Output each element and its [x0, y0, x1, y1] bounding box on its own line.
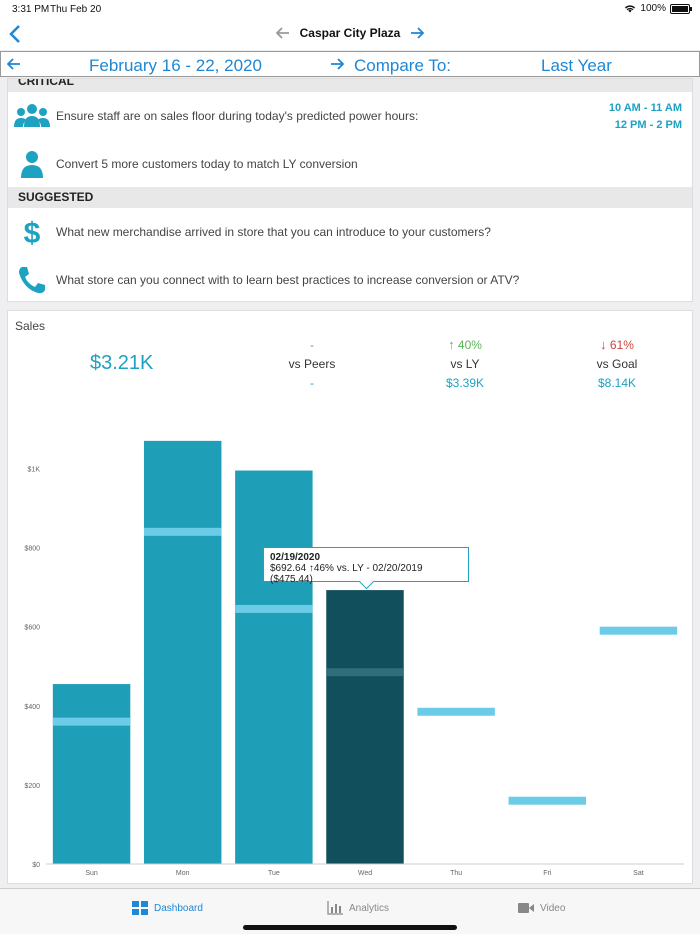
peers-value: - — [310, 376, 314, 390]
compare-to-label: Compare To: — [354, 56, 452, 75]
action-item-best-practices[interactable]: What store can you connect with to learn… — [8, 260, 692, 300]
ly-marker — [52, 717, 131, 726]
x-tick-label: Wed — [358, 870, 372, 877]
svg-text:$: $ — [24, 217, 41, 247]
nav-bar: Caspar City Plaza — [0, 18, 700, 50]
video-icon — [518, 903, 534, 913]
tab-label: Dashboard — [154, 902, 203, 914]
wifi-icon — [625, 5, 636, 13]
y-tick-label: $0 — [32, 862, 40, 869]
tab-analytics[interactable]: Analytics — [327, 901, 389, 915]
x-tick-label: Sun — [85, 870, 98, 877]
tooltip-date: 02/19/2020 — [270, 552, 321, 563]
power-hours-slots: 10 AM - 11 AM 12 PM - 2 PM — [609, 100, 682, 134]
status-date: Thu Feb 20 — [50, 4, 102, 15]
group-icon — [14, 104, 50, 127]
action-text: Ensure staff are on sales floor during t… — [56, 109, 419, 123]
tab-bar: Dashboard Analytics Video — [0, 888, 700, 934]
ly-value: $3.39K — [445, 376, 485, 390]
goal-value: $8.14K — [597, 376, 637, 390]
suggested-header: SUGGESTED — [8, 187, 692, 208]
x-tick-label: Fri — [543, 870, 552, 877]
tab-video[interactable]: Video — [518, 901, 565, 915]
store-title: Caspar City Plaza — [299, 26, 401, 40]
dashboard-icon — [132, 901, 148, 915]
tab-label: Video — [540, 902, 566, 914]
person-icon — [21, 151, 43, 178]
x-tick-label: Sat — [633, 870, 644, 877]
goal-change: ↓ 61% — [567, 336, 667, 354]
goal-label: vs Goal — [596, 357, 638, 371]
time-slot: 10 AM - 11 AM — [608, 102, 682, 114]
action-item-power-hours[interactable]: Ensure staff are on sales floor during t… — [8, 96, 692, 136]
ly-marker — [599, 626, 678, 635]
sales-title: Sales — [15, 319, 46, 333]
sales-bar[interactable] — [52, 684, 131, 864]
ly-marker — [143, 527, 222, 536]
ly-label: vs LY — [450, 357, 480, 371]
back-chevron-icon[interactable] — [8, 24, 22, 44]
battery-icon — [670, 3, 692, 14]
goal-percent: 61% — [609, 338, 634, 352]
x-tick-label: Tue — [268, 870, 280, 877]
down-arrow-icon: ↓ — [600, 337, 607, 352]
metric-vs-ly: ↑ 40% vs LY $3.39K — [415, 336, 515, 392]
y-tick-label: $600 — [24, 625, 40, 632]
prev-store-arrow-icon[interactable] — [275, 27, 290, 39]
status-time: 3:31 PM — [12, 4, 50, 15]
y-tick-label: $1K — [28, 467, 41, 474]
critical-header: CRITICAL — [8, 79, 692, 92]
ly-marker — [508, 796, 587, 805]
action-item-conversion[interactable]: Convert 5 more customers today to match … — [8, 144, 692, 184]
action-text: What new merchandise arrived in store th… — [56, 225, 491, 239]
peers-change: - — [310, 338, 314, 352]
y-tick-label: $800 — [24, 546, 40, 553]
date-range[interactable]: February 16 - 22, 2020 — [89, 56, 262, 75]
prev-week-arrow-icon[interactable] — [7, 58, 21, 70]
action-item-merchandise[interactable]: $ What new merchandise arrived in store … — [8, 212, 692, 252]
action-text: What store can you connect with to learn… — [56, 273, 520, 287]
metric-vs-peers: - vs Peers - — [262, 336, 362, 392]
analytics-icon — [327, 901, 343, 915]
ly-marker — [326, 668, 404, 677]
ly-change: ↑ 40% — [415, 336, 515, 354]
action-items-card: CRITICAL Ensure staff are on sales floor… — [7, 78, 693, 302]
next-week-arrow-icon[interactable] — [330, 58, 344, 70]
action-text: Convert 5 more customers today to match … — [56, 157, 358, 171]
ly-marker — [235, 604, 313, 613]
x-tick-label: Mon — [176, 870, 190, 877]
status-bar: 3:31 PM Thu Feb 20 100% — [0, 0, 700, 18]
y-tick-label: $400 — [24, 704, 40, 711]
sales-bar[interactable] — [326, 590, 404, 864]
tab-label: Analytics — [349, 902, 390, 914]
metric-vs-goal: ↓ 61% vs Goal $8.14K — [567, 336, 667, 392]
status-right: 100% — [624, 3, 692, 14]
peers-label: vs Peers — [288, 357, 336, 371]
dollar-icon: $ — [24, 217, 41, 247]
phone-icon — [19, 267, 45, 294]
sales-total: $3.21K — [90, 352, 154, 374]
chart-tooltip: 02/19/2020 $692.64 ↑46% vs. LY - 02/20/2… — [263, 547, 469, 585]
date-bar: February 16 - 22, 2020 Compare To: Last … — [0, 51, 700, 77]
ly-percent: 40% — [457, 338, 482, 352]
nav-title-group: Caspar City Plaza — [0, 26, 700, 40]
compare-to-select[interactable]: Last Year — [541, 56, 612, 75]
x-tick-label: Thu — [450, 870, 462, 877]
time-slot: 12 PM - 2 PM — [614, 119, 682, 131]
next-store-arrow-icon[interactable] — [410, 27, 425, 39]
battery-percent: 100% — [640, 3, 666, 14]
ly-marker — [417, 707, 495, 716]
sales-bar-chart[interactable]: $0 $200 $400 $600 $800 $1K Sun Mon Tue Wed Thu Fri S… — [8, 421, 692, 881]
tab-dashboard[interactable]: Dashboard — [132, 901, 203, 915]
y-tick-label: $200 — [24, 783, 40, 790]
sales-bar[interactable] — [235, 470, 313, 864]
sales-bar[interactable] — [143, 440, 222, 864]
sales-card: Sales $3.21K - vs Peers - ↑ 40% vs LY $3… — [7, 310, 693, 884]
tooltip-text: $692.64 ↑46% vs. LY - 02/20/2019 ($475.4… — [270, 563, 423, 585]
up-arrow-icon: ↑ — [448, 337, 455, 352]
home-indicator — [243, 925, 457, 930]
